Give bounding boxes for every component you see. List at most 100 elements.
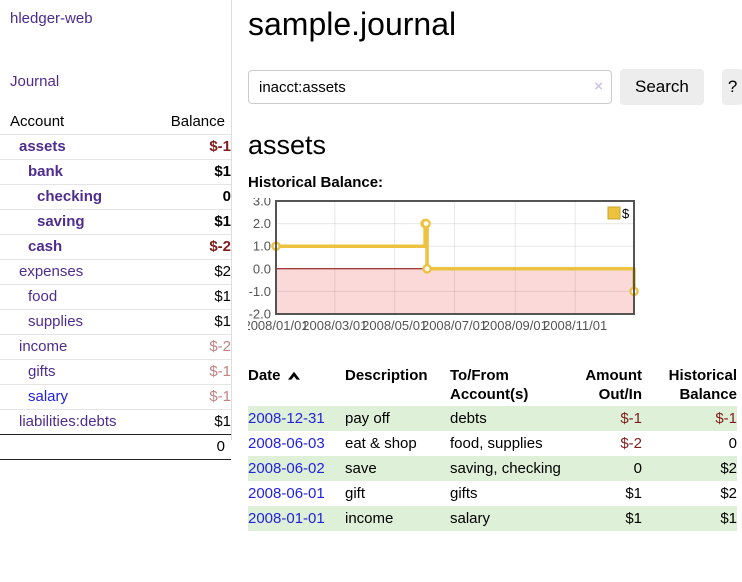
account-name-cell: cash xyxy=(0,234,145,260)
x-axis-tick-label: 2008/03/01 xyxy=(302,318,367,333)
clear-search-icon[interactable]: × xyxy=(594,78,603,95)
register-amount-cell: $-1 xyxy=(565,406,642,431)
register-col-accounts: To/From Account(s) xyxy=(450,367,529,403)
register-balance-cell: $2 xyxy=(720,485,737,502)
sidebar-account-link-salary[interactable]: salary xyxy=(28,388,69,405)
transaction-date-link[interactable]: 2008-06-01 xyxy=(248,485,325,502)
x-axis-tick-label: 2008/01/01 xyxy=(248,318,309,333)
register-accounts-cell: debts xyxy=(450,406,565,431)
register-balance-cell: $2 xyxy=(642,456,737,481)
account-balance: $1 xyxy=(144,209,231,235)
account-balance: $1 xyxy=(144,409,231,435)
register-col-date[interactable]: Date xyxy=(248,364,345,406)
sidebar-account-link-bank[interactable]: bank xyxy=(28,163,64,180)
help-button[interactable]: ? xyxy=(721,69,742,105)
register-row: 2008-06-01 gift gifts $1 $2 xyxy=(248,481,737,506)
account-name-cell: salary xyxy=(0,384,145,410)
accounts-table: Account Balance assets $-1 bank $1 checking 0… xyxy=(0,110,231,460)
register-amount-cell: $1 xyxy=(565,506,642,531)
account-name-cell: checking xyxy=(0,184,145,210)
accounts-col-account: Account xyxy=(10,113,65,130)
register-accounts-cell: gifts xyxy=(450,485,478,502)
register-date-cell: 2008-06-03 xyxy=(248,431,345,456)
register-accounts-cell: food, supplies xyxy=(450,435,543,452)
sidebar-account-link-gifts[interactable]: gifts xyxy=(28,363,56,380)
account-row: supplies $1 xyxy=(0,309,231,335)
search-button[interactable]: Search xyxy=(620,69,704,105)
register-date-cell: 2008-12-31 xyxy=(248,406,345,431)
data-point-marker xyxy=(422,264,432,274)
account-row: cash $-2 xyxy=(0,234,231,260)
account-name-cell: expenses xyxy=(0,259,145,285)
account-balance: 0 xyxy=(144,184,231,210)
account-balance: $-1 xyxy=(144,359,231,385)
transaction-date-link[interactable]: 2008-12-31 xyxy=(248,410,325,427)
y-axis-tick-label: 3.0 xyxy=(253,198,271,209)
register-description-cell: pay off xyxy=(345,406,450,431)
accounts-header-row: Account Balance xyxy=(0,110,231,135)
register-col-balance: Historical Balance xyxy=(668,367,737,403)
account-balance: $1 xyxy=(144,159,231,185)
sidebar-account-link-income[interactable]: income xyxy=(19,338,68,355)
register-col-date-label: Date xyxy=(248,367,281,384)
sidebar-account-link-saving[interactable]: saving xyxy=(37,213,85,230)
register-date-cell: 2008-01-01 xyxy=(248,506,345,531)
account-balance: $-2 xyxy=(144,334,231,360)
x-axis-tick-label: 2008/09/01 xyxy=(483,318,548,333)
main-content: sample.journal × Search ? assets Histori… xyxy=(243,0,742,531)
account-row: income $-2 xyxy=(0,334,231,360)
register-amount-cell: 0 xyxy=(565,456,642,481)
sidebar: hledger-web Journal Account Balance asse… xyxy=(0,0,232,460)
sidebar-account-link-checking[interactable]: checking xyxy=(37,188,103,205)
account-row: checking 0 xyxy=(0,184,231,210)
sidebar-item-journal[interactable]: Journal xyxy=(10,73,60,90)
sidebar-account-link-liabilities-debts[interactable]: liabilities:debts xyxy=(19,413,117,430)
register-balance-cell: 0 xyxy=(728,435,737,452)
register-description-cell: eat & shop xyxy=(345,435,417,452)
account-row: food $1 xyxy=(0,284,231,310)
account-heading: assets xyxy=(248,130,327,160)
sidebar-account-link-expenses[interactable]: expenses xyxy=(19,263,84,280)
search-input[interactable] xyxy=(248,70,612,104)
register-table-body: 2008-12-31 pay off debts $-1 $-1 2008-06-03 ea… xyxy=(248,406,737,531)
register-balance-cell: $-1 xyxy=(642,406,737,431)
account-row: saving $1 xyxy=(0,209,231,235)
register-amount-cell: $-2 xyxy=(620,435,642,452)
sidebar-account-link-assets[interactable]: assets xyxy=(19,138,66,155)
sidebar-account-link-cash[interactable]: cash xyxy=(28,238,63,255)
search-input-wrap: × xyxy=(248,70,612,104)
register-date-cell: 2008-06-01 xyxy=(248,481,345,506)
register-description-cell: income xyxy=(345,506,450,531)
page-title: sample.journal xyxy=(248,6,457,42)
app-brand-link[interactable]: hledger-web xyxy=(10,10,93,27)
transaction-date-link[interactable]: 2008-06-02 xyxy=(248,460,325,477)
y-axis-tick-label: -2.0 xyxy=(249,307,271,322)
account-balance: $-2 xyxy=(144,234,231,260)
y-axis-tick-label: 0.0 xyxy=(253,261,271,276)
account-name-cell: supplies xyxy=(0,309,145,335)
account-row: salary $-1 xyxy=(0,384,231,410)
register-amount-cell: $1 xyxy=(625,485,642,502)
register-row: 2008-12-31 pay off debts $-1 $-1 xyxy=(248,406,737,431)
sidebar-account-link-supplies[interactable]: supplies xyxy=(28,313,84,330)
historical-balance-chart: $3.0 2.0 1.0 0.0 -1.0 -2.0 2008/01/01 2008/03/0… xyxy=(243,194,738,342)
y-axis-tick-label: 1.0 xyxy=(253,239,271,254)
transaction-date-link[interactable]: 2008-01-01 xyxy=(248,510,325,527)
account-name-cell: food xyxy=(0,284,145,310)
x-axis-tick-label: 2008/05/01 xyxy=(362,318,427,333)
transaction-date-link[interactable]: 2008-06-03 xyxy=(248,435,325,452)
chart-label: Historical Balance: xyxy=(248,174,384,191)
y-axis-tick-label: 2.0 xyxy=(253,216,271,231)
search-form: × Search ? xyxy=(248,69,742,105)
account-name-cell: assets xyxy=(0,134,145,160)
accounts-total-spacer xyxy=(0,434,145,460)
account-row: expenses $2 xyxy=(0,259,231,285)
account-row: liabilities:debts $1 xyxy=(0,409,231,435)
accounts-total-value: 0 xyxy=(144,434,231,460)
chart-svg: $3.0 2.0 1.0 0.0 -1.0 -2.02008/01/012008/03/0… xyxy=(243,194,639,333)
accounts-table-body: assets $-1 bank $1 checking 0 saving $1 cash $-2 e… xyxy=(0,134,231,460)
register-description-cell: save xyxy=(345,456,450,481)
negative-region-fill xyxy=(276,268,634,314)
sidebar-account-link-food[interactable]: food xyxy=(28,288,58,305)
data-point-marker xyxy=(421,218,431,229)
